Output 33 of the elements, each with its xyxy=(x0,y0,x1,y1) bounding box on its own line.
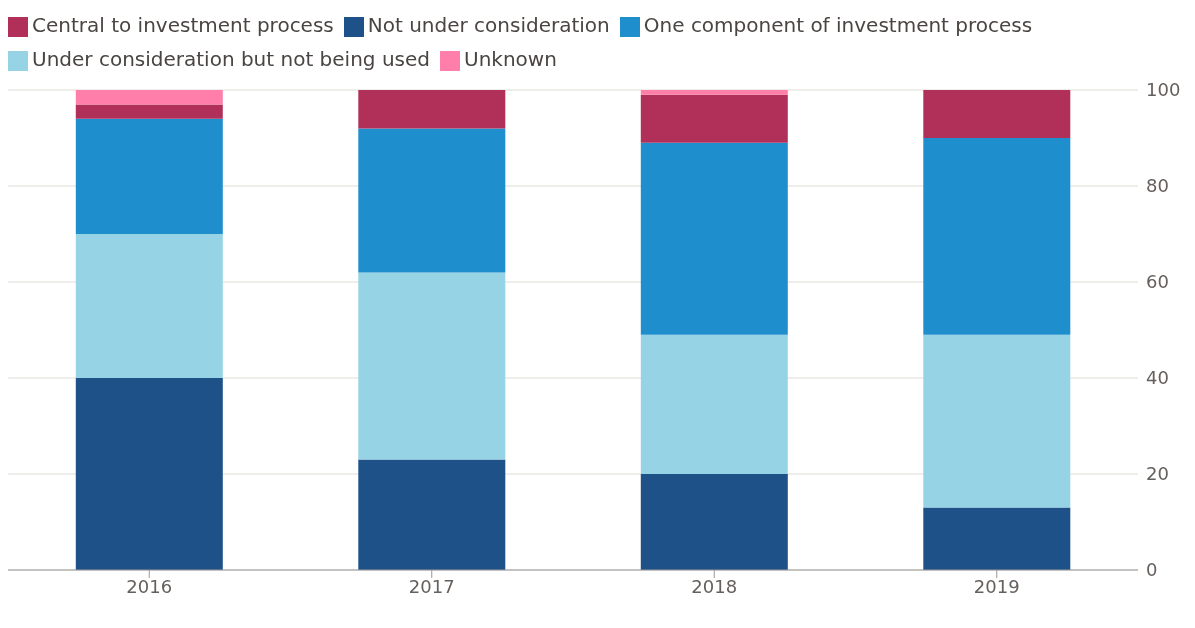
legend-label: Unknown xyxy=(464,47,557,71)
bar xyxy=(358,90,506,129)
bar xyxy=(640,334,788,474)
y-tick-label: 60 xyxy=(1146,271,1169,293)
bar xyxy=(75,234,223,378)
bar xyxy=(358,128,506,273)
y-tick-label: 40 xyxy=(1146,367,1169,389)
bar xyxy=(75,90,223,105)
bar xyxy=(640,474,788,570)
bar xyxy=(75,104,223,119)
bar xyxy=(923,507,1071,570)
bar xyxy=(75,378,223,570)
x-tick-label: 2019 xyxy=(973,575,1020,597)
bar xyxy=(640,94,788,143)
bar xyxy=(923,334,1071,508)
legend-label: Not under consideration xyxy=(367,13,610,37)
y-tick-label: 100 xyxy=(1146,79,1181,101)
y-tick-label: 80 xyxy=(1146,175,1169,197)
y-tick-label: 20 xyxy=(1146,463,1169,485)
legend-label: Central to investment process xyxy=(32,13,334,37)
bar xyxy=(923,138,1071,335)
bar xyxy=(75,118,223,234)
bar xyxy=(358,272,506,460)
bar xyxy=(358,459,506,570)
bar xyxy=(640,142,788,335)
bar xyxy=(640,90,788,95)
y-tick-label: 0 xyxy=(1146,559,1158,581)
x-tick-label: 2017 xyxy=(408,575,455,597)
bar xyxy=(923,90,1071,138)
legend-label: Under consideration but not being used xyxy=(32,47,430,71)
legend-label: One component of investment process xyxy=(643,13,1033,37)
x-tick-label: 2018 xyxy=(691,575,738,597)
x-tick-label: 2016 xyxy=(126,575,173,597)
